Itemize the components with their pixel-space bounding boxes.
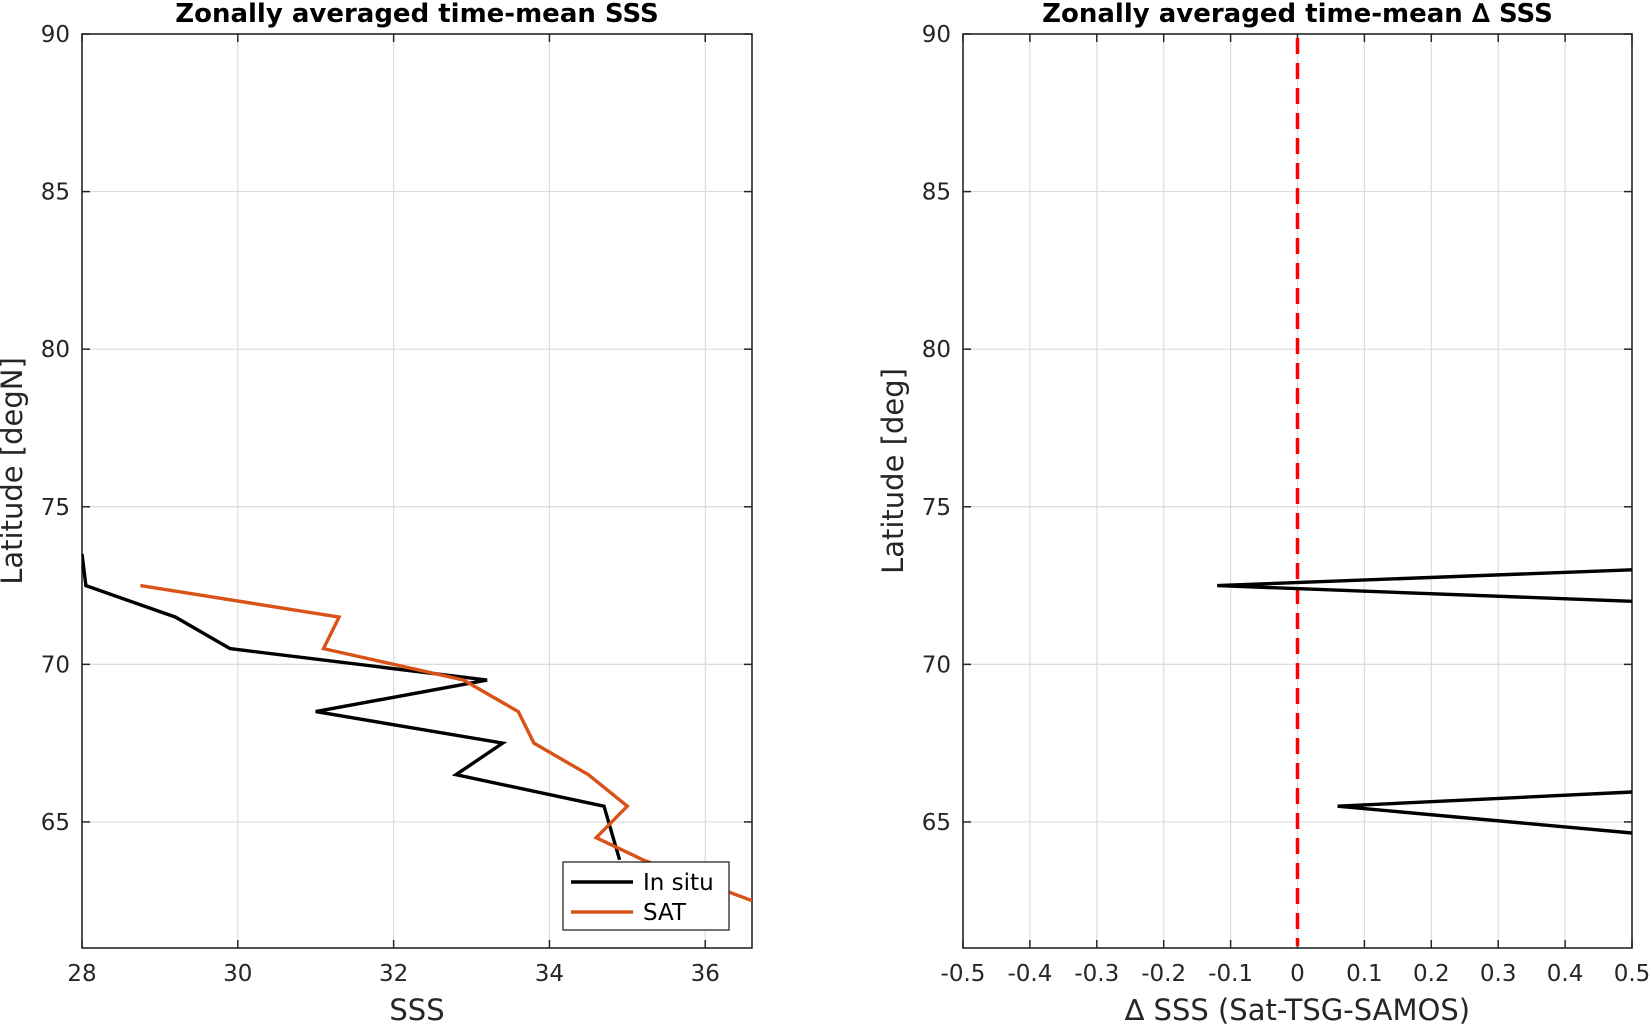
panel0-ytick-label-4: 85 (41, 180, 70, 206)
panel0-xtick-label-2: 32 (379, 961, 408, 987)
panel1-x-axis-label: ∆ SSS (Sat-TSG-SAMOS) (1124, 993, 1470, 1026)
panel0-axes-box (81, 33, 753, 949)
panel1-series-0-line (1217, 568, 1632, 603)
panel0-chart-title: Zonally averaged time-mean SSS (175, 0, 659, 29)
panel-delta-sss: -0.5 -0.4 -0.3 -0.2 -0.1 0 0.1 0.2 0.3 0.4 0.5 65 70… (876, 0, 1650, 1026)
panel0-x-axis-label: SSS (389, 993, 444, 1026)
panel1-ytick-label-0: 65 (922, 810, 951, 836)
panel1-xtick-label-7: 0.2 (1413, 961, 1450, 987)
panel1-xtick-label-6: 0.1 (1346, 961, 1383, 987)
panel0-y-axis-label: Latitude [degN] (0, 357, 29, 585)
panel1-chart-title: Zonally averaged time-mean ∆ SSS (1042, 0, 1553, 29)
panel1-ytick-label-3: 80 (922, 337, 951, 363)
panel0-ytick-label-3: 80 (41, 337, 70, 363)
panel1-xtick-label-3: -0.2 (1141, 961, 1186, 987)
panel0-xtick-label-3: 34 (535, 961, 564, 987)
panel1-xtick-label-9: 0.4 (1547, 961, 1584, 987)
panel0-legend-label-0: In situ (643, 870, 714, 896)
panel1-y-axis-label: Latitude [deg] (876, 368, 910, 574)
panel0-ytick-label-1: 70 (41, 652, 70, 678)
panel1-ytick-label-2: 75 (922, 495, 951, 521)
panel0-xtick-label-0: 28 (67, 961, 96, 987)
panel1-xtick-label-10: 0.5 (1614, 961, 1651, 987)
panel1-ytick-label-5: 90 (922, 22, 951, 48)
panel1-xtick-label-8: 0.3 (1480, 961, 1517, 987)
panel-sss: 28 30 32 34 36 65 70 75 80 85 90 Zonally averaged t… (0, 0, 753, 1026)
panel1-ytick-label-1: 70 (922, 652, 951, 678)
panel0-legend-label-1: SAT (643, 900, 687, 926)
panel1-series-1-line (1337, 790, 1632, 835)
panel1-xtick-label-4: -0.1 (1208, 961, 1253, 987)
panel0-ytick-label-0: 65 (41, 810, 70, 836)
panel0-ytick-label-2: 75 (41, 495, 70, 521)
panel1-xtick-label-2: -0.3 (1074, 961, 1119, 987)
panel0-ytick-label-5: 90 (41, 22, 70, 48)
panel1-xtick-label-0: -0.5 (941, 961, 986, 987)
panel1-xtick-label-5: 0 (1290, 961, 1305, 987)
panel0-xtick-label-4: 36 (691, 961, 720, 987)
panel1-xtick-label-1: -0.4 (1007, 961, 1052, 987)
panel1-ytick-label-4: 85 (922, 180, 951, 206)
panel0-legend-box (562, 861, 730, 931)
panel0-series-sat-line (140, 583, 752, 903)
panel0-series-in-situ-line (82, 553, 622, 861)
panel0-xtick-label-1: 30 (223, 961, 252, 987)
